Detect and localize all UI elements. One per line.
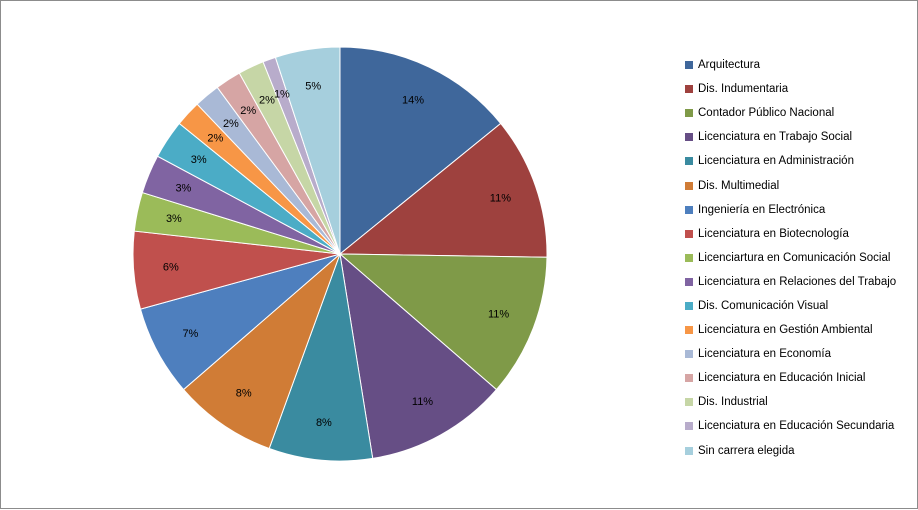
slice-data-label: 5% — [305, 80, 321, 92]
legend-label: Licenciartura en Comunicación Social — [698, 251, 891, 264]
legend-item: Dis. Indumentaria — [685, 77, 915, 101]
legend-swatch — [685, 301, 693, 310]
slice-data-label: 2% — [223, 118, 239, 130]
slice-data-label: 3% — [175, 182, 191, 194]
pie-slices — [132, 46, 548, 462]
slice-data-label: 11% — [488, 309, 509, 321]
slice-data-label: 3% — [191, 154, 207, 166]
legend-item: Arquitectura — [685, 53, 915, 77]
legend-swatch — [685, 181, 693, 190]
slice-data-label: 11% — [490, 192, 511, 204]
legend-item: Licenciatura en Relaciones del Trabajo — [685, 270, 915, 294]
legend-item: Licenciartura en Comunicación Social — [685, 246, 915, 270]
legend-label: Arquitectura — [698, 59, 761, 72]
legend-swatch — [685, 446, 693, 455]
pie-slice — [338, 253, 548, 391]
legend-swatch — [685, 326, 693, 335]
legend-label: Sin carrera elegida — [698, 444, 795, 457]
legend-item: Dis. Multimedial — [685, 173, 915, 197]
legend-label: Licenciatura en Economía — [698, 348, 831, 361]
slice-data-label: 8% — [236, 388, 252, 400]
legend-item: Licenciatura en Economía — [685, 342, 915, 366]
pie-data-labels: 14%11%11%11%8%8%7%6%3%3%3%2%2%2%2%1%5% — [163, 80, 511, 429]
legend-label: Licenciatura en Biotecnología — [698, 227, 849, 240]
legend-swatch — [685, 109, 693, 118]
legend-swatch — [685, 85, 693, 94]
slice-data-label: 3% — [166, 213, 182, 225]
legend-item: Licenciatura en Educación Inicial — [685, 366, 915, 390]
legend-label: Dis. Industrial — [698, 396, 768, 409]
slice-data-label: 6% — [163, 261, 179, 273]
slice-data-label: 8% — [316, 417, 332, 429]
legend-label: Licenciatura en Educación Secundaria — [698, 420, 895, 433]
legend-swatch — [685, 61, 693, 70]
pie-slice — [268, 252, 374, 462]
legend: Arquitectura Dis. Indumentaria Contador Pú… — [685, 53, 915, 463]
pie-slice — [274, 46, 341, 255]
pie-slice — [182, 252, 342, 450]
legend-label: Licenciatura en Educación Inicial — [698, 372, 866, 385]
legend-item: Sin carrera elegida — [685, 439, 915, 463]
legend-item: Ingeniería en Electrónica — [685, 198, 915, 222]
legend-item: Dis. Comunicación Visual — [685, 294, 915, 318]
legend-swatch — [685, 398, 693, 407]
pie-slice — [338, 122, 548, 258]
legend-label: Licenciatura en Administración — [698, 155, 854, 168]
slice-data-label: 2% — [207, 133, 223, 145]
slice-data-label: 11% — [412, 396, 433, 408]
legend-label: Dis. Comunicación Visual — [698, 299, 829, 312]
slice-data-label: 14% — [402, 95, 424, 107]
legend-item: Licenciatura en Educación Secundaria — [685, 414, 915, 438]
legend-swatch — [685, 205, 693, 214]
legend-swatch — [685, 350, 693, 359]
legend-swatch — [685, 374, 693, 383]
legend-swatch — [685, 277, 693, 286]
legend-item: Licenciatura en Biotecnología — [685, 222, 915, 246]
legend-label: Dis. Multimedial — [698, 179, 780, 192]
pie-slice — [339, 46, 502, 256]
legend-swatch — [685, 253, 693, 262]
legend-label: Licenciatura en Trabajo Social — [698, 131, 853, 144]
legend-label: Contador Público Nacional — [698, 107, 835, 120]
legend-item: Contador Público Nacional — [685, 101, 915, 125]
legend-label: Ingeniería en Electrónica — [698, 203, 826, 216]
slice-data-label: 7% — [182, 328, 198, 340]
legend-swatch — [685, 133, 693, 142]
legend-item: Licenciatura en Administración — [685, 149, 915, 173]
legend-swatch — [685, 422, 693, 431]
legend-swatch — [685, 229, 693, 238]
legend-label: Licenciatura en Relaciones del Trabajo — [698, 275, 897, 288]
slice-data-label: 2% — [240, 105, 256, 117]
legend-swatch — [685, 157, 693, 166]
slice-data-label: 2% — [259, 95, 275, 107]
legend-item: Dis. Industrial — [685, 390, 915, 414]
legend-label: Dis. Indumentaria — [698, 83, 789, 96]
legend-item: Licenciatura en Trabajo Social — [685, 125, 915, 149]
legend-item: Licenciatura en Gestión Ambiental — [685, 318, 915, 342]
slice-data-label: 1% — [274, 88, 290, 100]
pie-slice — [339, 252, 498, 459]
legend-label: Licenciatura en Gestión Ambiental — [698, 324, 873, 337]
